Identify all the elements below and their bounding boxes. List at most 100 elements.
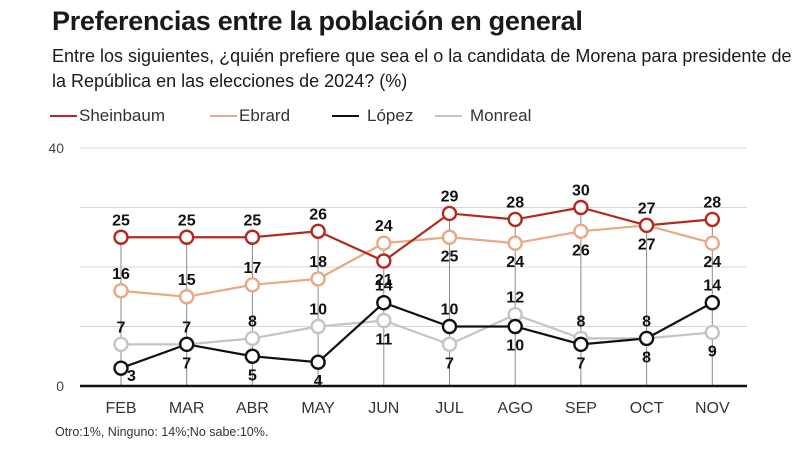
y-tick-label: 40	[48, 140, 64, 156]
data-point	[704, 211, 720, 228]
data-point	[376, 295, 392, 311]
data-point	[244, 330, 261, 347]
data-point	[113, 360, 129, 376]
data-label: 12	[506, 290, 524, 307]
legend-swatch	[50, 114, 77, 118]
legend-swatch	[332, 114, 359, 118]
data-point	[113, 229, 129, 245]
data-label: 24	[703, 254, 721, 271]
footnote: Otro:1%, Ninguno: 14%;No sabe:10%.	[55, 425, 269, 439]
data-label: 8	[576, 313, 585, 330]
data-point	[310, 354, 326, 370]
data-point	[113, 336, 129, 353]
legend-item-lopez: López	[332, 106, 413, 126]
data-point	[310, 318, 326, 335]
data-point	[244, 229, 261, 245]
data-point	[704, 295, 720, 311]
data-point	[573, 199, 589, 216]
data-point	[638, 217, 655, 234]
chart-subtitle: Entre los siguientes, ¿quién prefiere qu…	[52, 46, 792, 91]
legend-item-monreal: Monreal	[435, 106, 531, 126]
data-label: 4	[314, 373, 323, 390]
series-line-sheinbaum	[121, 206, 713, 263]
data-point	[376, 312, 392, 329]
series-line-lópez	[120, 301, 713, 370]
x-tick-label: FEB	[105, 400, 136, 417]
x-tick-label: JUL	[435, 400, 464, 417]
data-point	[244, 348, 261, 364]
data-label: 15	[178, 272, 196, 289]
data-label: 24	[506, 254, 524, 271]
data-label: 7	[182, 319, 191, 336]
data-label: 7	[117, 319, 126, 336]
data-point	[573, 223, 589, 240]
x-tick-label: ABR	[236, 400, 269, 417]
legend-swatch	[435, 114, 462, 118]
data-point	[113, 283, 129, 299]
data-label: 25	[178, 212, 196, 229]
data-label: 11	[375, 332, 392, 349]
data-point	[573, 336, 589, 353]
data-point	[507, 318, 523, 335]
data-point	[310, 223, 326, 240]
legend-item-sheinbaum: Sheinbaum	[50, 106, 165, 126]
data-label: 29	[441, 188, 459, 205]
data-label: 27	[638, 200, 656, 217]
x-tick-label: NOV	[695, 400, 730, 417]
data-label: 7	[182, 355, 191, 372]
data-label: 24	[375, 218, 393, 235]
x-tick-label: SEP	[565, 400, 597, 417]
legend-item-ebrard: Ebrard	[210, 106, 290, 126]
x-tick-label: AGO	[497, 400, 533, 417]
data-point	[441, 205, 458, 222]
data-label: 14	[703, 278, 721, 295]
data-label: 17	[244, 260, 262, 277]
x-tick-label: OCT	[630, 400, 664, 417]
data-label: 28	[506, 194, 524, 211]
data-point	[178, 229, 195, 245]
data-label: 10	[441, 302, 459, 319]
series-line-monreal	[121, 313, 713, 346]
data-label: 7	[445, 355, 454, 372]
data-label: 21	[375, 272, 393, 289]
data-label: 25	[112, 212, 130, 229]
series-line-ebrard	[120, 224, 713, 298]
data-point	[507, 211, 523, 228]
legend-label: Ebrard	[239, 106, 291, 125]
data-point	[376, 253, 392, 269]
x-tick-label: JUN	[368, 400, 399, 417]
data-label: 25	[244, 212, 262, 229]
data-label: 28	[703, 194, 721, 211]
data-point	[441, 318, 458, 335]
data-label: 8	[248, 313, 257, 330]
data-point	[244, 277, 261, 293]
data-point	[441, 336, 458, 353]
data-label: 18	[309, 254, 327, 271]
data-label: 14	[375, 278, 393, 295]
x-tick-label: MAY	[301, 400, 335, 417]
data-label: 26	[309, 206, 327, 223]
data-label: 5	[248, 367, 257, 384]
data-label: 10	[506, 338, 524, 355]
data-point	[376, 235, 392, 251]
data-label: 27	[638, 236, 656, 253]
data-label: 8	[642, 349, 651, 366]
y-tick-label: 0	[56, 378, 64, 394]
data-point	[704, 324, 720, 341]
chart-title: Preferencias entre la población en gener…	[52, 6, 583, 36]
legend-label: López	[367, 106, 414, 125]
data-label: 16	[112, 266, 130, 283]
data-point	[638, 330, 655, 347]
data-label: 26	[572, 242, 590, 259]
data-label: 30	[572, 183, 590, 200]
legend-swatch	[210, 114, 237, 118]
legend-label: Monreal	[470, 106, 532, 125]
data-point	[178, 336, 195, 353]
data-label: 25	[441, 248, 459, 265]
legend-label: Sheinbaum	[79, 106, 166, 125]
data-label: 9	[708, 343, 717, 360]
data-label: 3	[127, 368, 136, 385]
data-label: 7	[576, 355, 585, 372]
data-point	[441, 229, 458, 245]
